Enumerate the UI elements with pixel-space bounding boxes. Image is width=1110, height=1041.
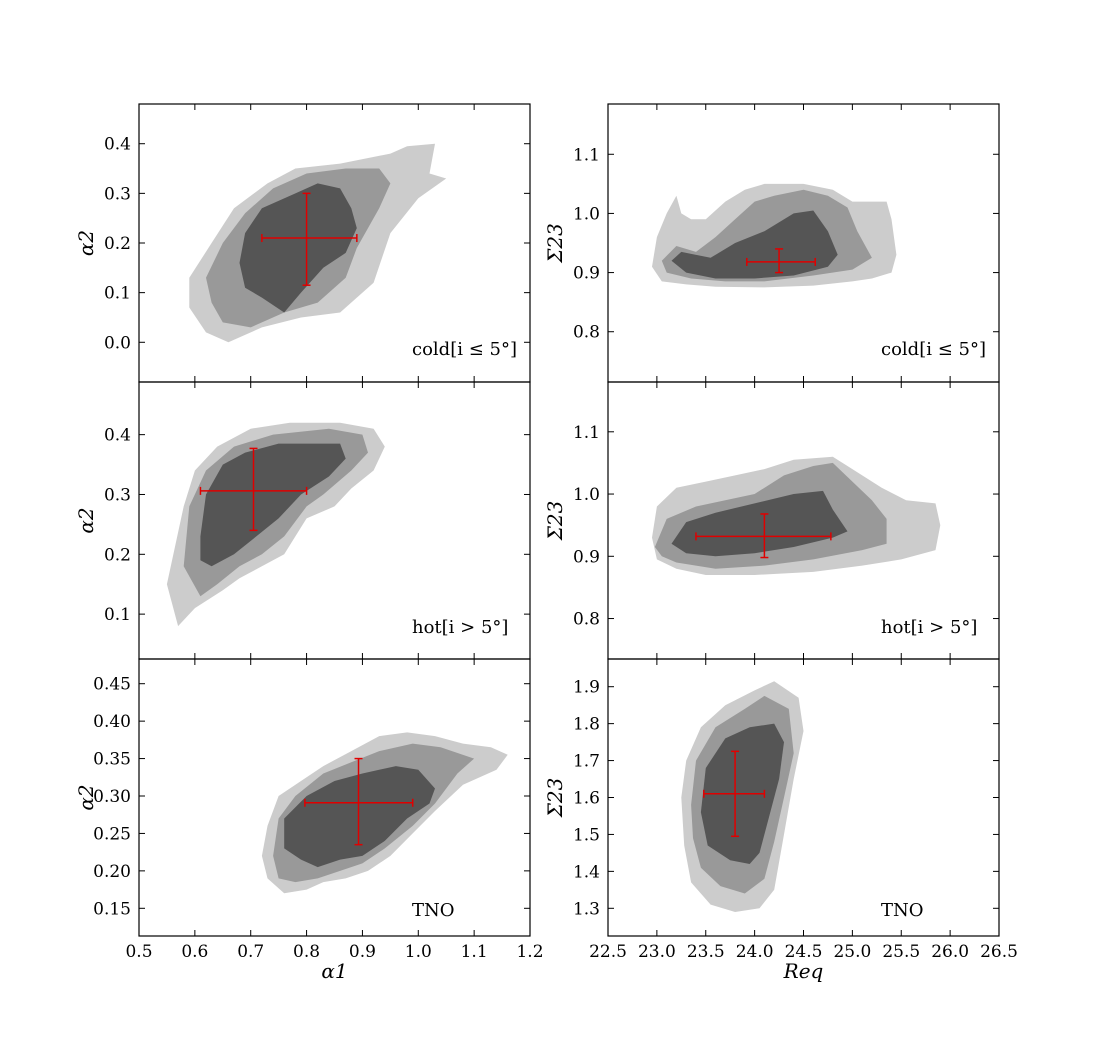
panel-label-cold-sigma: cold[i ≤ 5°] bbox=[881, 339, 986, 360]
contours-hot-sigma bbox=[652, 456, 941, 575]
y-axis-label-tno-alpha: α2 bbox=[74, 784, 98, 810]
y-axis-label-hot-alpha: α2 bbox=[74, 507, 98, 533]
panel-label-hot-alpha: hot[i > 5°] bbox=[412, 617, 508, 638]
contours-cold-alpha bbox=[189, 143, 447, 343]
y-axis-label-cold-sigma: Σ23 bbox=[543, 223, 567, 264]
y-tick-label: 0.25 bbox=[93, 824, 131, 844]
x-tick-label: 0.7 bbox=[237, 942, 264, 962]
y-tick-label: 0.9 bbox=[573, 264, 600, 284]
y-tick-label: 1.3 bbox=[573, 899, 600, 919]
panel-cold-alpha: 0.0 0.1 0.2 0.3 0.4 α2 cold[i ≤ 5°] bbox=[74, 103, 531, 383]
x-tick-label: 23.5 bbox=[687, 942, 725, 962]
contour-inner-hot-alpha bbox=[200, 443, 346, 567]
contour-inner-cold-alpha bbox=[239, 183, 357, 313]
y-tick-label: 0.1 bbox=[104, 605, 131, 625]
y-tick-label: 1.9 bbox=[573, 678, 600, 698]
contours-tno-alpha bbox=[261, 732, 508, 894]
y-tick-label: 1.8 bbox=[573, 715, 600, 735]
y-tick-label: 0.40 bbox=[93, 712, 131, 732]
y-tick-label: 0.8 bbox=[573, 610, 600, 630]
y-tick-label: 0.2 bbox=[104, 234, 131, 254]
x-tick-label: 22.5 bbox=[589, 942, 627, 962]
best-fit-hot-alpha bbox=[199, 447, 308, 532]
panel-label-tno-alpha: TNO bbox=[412, 900, 455, 921]
x-axis-label-tno-alpha: α1 bbox=[321, 959, 347, 983]
x-tick-label: 0.6 bbox=[181, 942, 208, 962]
contours-tno-sigma bbox=[681, 681, 804, 912]
best-fit-cold-sigma bbox=[746, 248, 816, 274]
y-tick-label: 1.6 bbox=[573, 789, 600, 809]
y-tick-label: 1.0 bbox=[573, 204, 600, 224]
panel-hot-sigma: 0.8 0.9 1.0 1.1 Σ23 hot[i > 5°] bbox=[543, 381, 1000, 660]
axes-frame-tno-alpha bbox=[138, 658, 531, 937]
contours-cold-sigma bbox=[652, 183, 897, 288]
contour-inner-tno-alpha bbox=[284, 766, 435, 868]
best-fit-hot-sigma bbox=[695, 513, 832, 559]
x-tick-label: 1.2 bbox=[516, 942, 543, 962]
contours-hot-alpha bbox=[166, 422, 385, 627]
y-tick-label: 0.8 bbox=[573, 323, 600, 343]
panel-cold-sigma: 0.8 0.9 1.0 1.1 Σ23 cold[i ≤ 5°] bbox=[543, 103, 1000, 383]
panel-tno-sigma: 22.5 23.0 23.5 24.0 24.5 25.0 25.5 26.0 26.5 1.3 1… bbox=[543, 658, 1018, 983]
y-tick-label: 1.5 bbox=[573, 825, 600, 845]
y-tick-label: 0.0 bbox=[104, 333, 131, 353]
y-tick-label: 1.4 bbox=[573, 862, 600, 882]
panel-tno-alpha: 0.5 0.6 0.7 0.8 0.9 1.0 1.1 1.2 0.15 0.20 0.25 0.30… bbox=[74, 658, 544, 983]
y-tick-label: 0.35 bbox=[93, 750, 131, 770]
y-tick-label: 0.4 bbox=[104, 135, 131, 155]
best-fit-tno-sigma bbox=[703, 750, 766, 838]
y-axis-label-cold-alpha: α2 bbox=[74, 230, 98, 256]
x-tick-label: 0.5 bbox=[125, 942, 152, 962]
y-tick-label: 1.1 bbox=[573, 423, 600, 443]
panel-label-cold-alpha: cold[i ≤ 5°] bbox=[412, 339, 517, 360]
y-axis-label-hot-sigma: Σ23 bbox=[543, 501, 567, 542]
x-axis-label-tno-sigma: Req bbox=[783, 959, 824, 983]
contour-inner-hot-sigma bbox=[671, 490, 848, 557]
x-tick-label: 24.5 bbox=[785, 942, 823, 962]
y-tick-label: 0.15 bbox=[93, 899, 131, 919]
x-tick-label: 25.5 bbox=[882, 942, 920, 962]
x-tick-label: 1.1 bbox=[461, 942, 488, 962]
panel-label-tno-sigma: TNO bbox=[881, 900, 924, 921]
x-tick-label: 26.0 bbox=[931, 942, 969, 962]
panel-label-hot-sigma: hot[i > 5°] bbox=[881, 617, 977, 638]
y-tick-label: 0.20 bbox=[93, 862, 131, 882]
x-tick-label: 25.0 bbox=[833, 942, 871, 962]
y-axis-label-tno-sigma: Σ23 bbox=[543, 778, 567, 819]
x-tick-label: 1.0 bbox=[405, 942, 432, 962]
panel-hot-alpha: 0.1 0.2 0.3 0.4 α2 hot[i > 5°] bbox=[74, 381, 531, 660]
x-tick-label: 24.0 bbox=[736, 942, 774, 962]
y-tick-label: 0.1 bbox=[104, 284, 131, 304]
y-tick-label: 1.7 bbox=[573, 752, 600, 772]
x-tick-label: 23.0 bbox=[638, 942, 676, 962]
y-tick-label: 0.4 bbox=[104, 426, 131, 446]
axes-frame-tno-sigma bbox=[607, 658, 1000, 937]
y-tick-label: 0.9 bbox=[573, 547, 600, 567]
best-fit-cold-alpha bbox=[261, 192, 358, 286]
x-tick-label: 0.8 bbox=[293, 942, 320, 962]
y-tick-label: 0.45 bbox=[93, 675, 131, 695]
best-fit-tno-alpha bbox=[304, 757, 414, 846]
y-tick-label: 0.3 bbox=[104, 485, 131, 505]
x-tick-label: 26.5 bbox=[980, 942, 1018, 962]
y-tick-label: 1.0 bbox=[573, 485, 600, 505]
y-tick-label: 0.2 bbox=[104, 545, 131, 565]
y-tick-label: 0.30 bbox=[93, 787, 131, 807]
x-tick-label: 0.9 bbox=[349, 942, 376, 962]
y-tick-label: 1.1 bbox=[573, 145, 600, 165]
y-tick-label: 0.3 bbox=[104, 184, 131, 204]
